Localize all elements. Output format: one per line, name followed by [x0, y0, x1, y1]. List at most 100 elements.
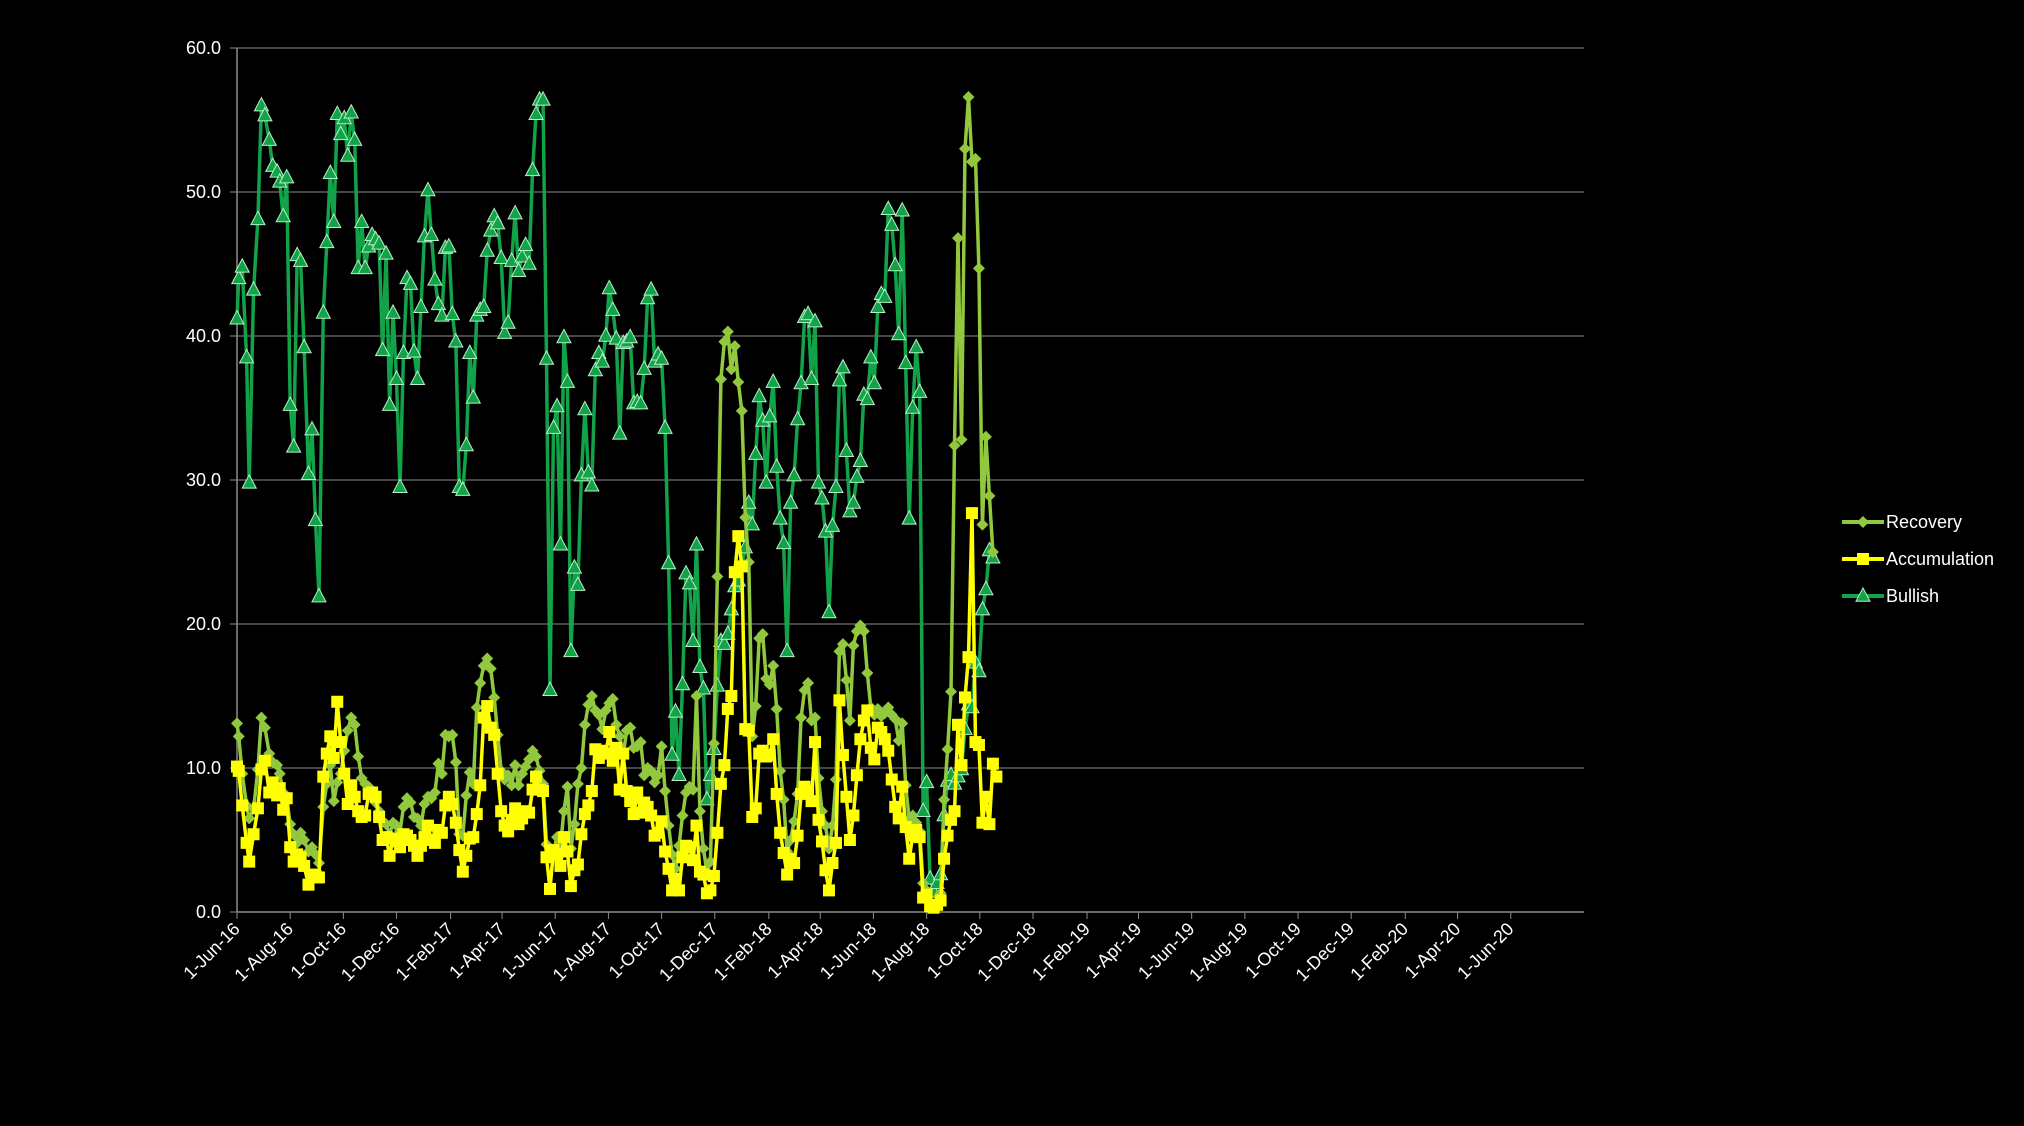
- data-point-accumulation: [394, 841, 407, 854]
- legend-swatch-marker: [1857, 516, 1869, 528]
- data-point-bullish: [381, 395, 398, 411]
- data-point-bullish: [810, 473, 827, 489]
- data-point-accumulation: [243, 855, 256, 868]
- data-point-accumulation: [735, 560, 748, 573]
- data-point-accumulation: [251, 802, 264, 815]
- data-point-bullish: [761, 407, 778, 423]
- data-point-bullish: [688, 535, 705, 551]
- data-point-recovery: [474, 677, 487, 690]
- data-point-bullish: [915, 802, 931, 817]
- data-point-accumulation: [662, 862, 675, 875]
- data-point-recovery: [938, 793, 951, 806]
- data-point-bullish: [556, 328, 572, 344]
- data-point-accumulation: [721, 702, 734, 715]
- data-point-accumulation: [659, 845, 672, 858]
- data-point-recovery: [840, 674, 853, 687]
- data-point-bullish: [296, 338, 312, 354]
- data-point-accumulation: [474, 779, 487, 792]
- data-point-recovery: [732, 376, 745, 389]
- data-point-recovery: [585, 690, 598, 702]
- data-point-accumulation: [990, 770, 1003, 783]
- data-point-recovery: [721, 325, 734, 338]
- y-tick-label: 30.0: [186, 470, 221, 490]
- data-point-recovery: [341, 724, 354, 737]
- data-point-recovery: [428, 786, 441, 799]
- data-point-bullish: [238, 348, 255, 364]
- legend-item-accumulation: Accumulation: [1842, 549, 1994, 569]
- data-point-recovery: [243, 812, 256, 825]
- data-point-recovery: [809, 711, 822, 724]
- data-point-bullish: [441, 237, 457, 253]
- data-point-bullish: [542, 681, 558, 696]
- data-point-bullish: [866, 374, 883, 390]
- x-tick-label: 1-Aug-18: [867, 919, 934, 986]
- data-point-bullish: [570, 575, 586, 591]
- data-point-accumulation: [829, 836, 842, 849]
- data-point-recovery: [460, 789, 473, 802]
- data-point-recovery: [652, 769, 665, 782]
- data-point-bullish: [831, 371, 848, 387]
- data-point-bullish: [444, 305, 461, 321]
- data-point-accumulation: [965, 507, 978, 520]
- data-point-recovery: [969, 152, 982, 165]
- data-point-accumulation: [952, 718, 965, 731]
- data-point-accumulation: [530, 770, 543, 783]
- data-point-bullish: [678, 564, 694, 580]
- legend-swatch-marker: [1857, 553, 1869, 565]
- data-point-accumulation: [725, 690, 738, 702]
- data-point-accumulation: [502, 825, 515, 838]
- data-point-bullish: [430, 295, 447, 311]
- data-point-recovery: [435, 767, 448, 780]
- data-point-accumulation: [958, 691, 971, 704]
- x-tick-label: 1-Aug-19: [1185, 919, 1252, 986]
- data-point-bullish: [869, 298, 886, 313]
- data-point-accumulation: [554, 859, 567, 872]
- data-point-accumulation: [732, 530, 745, 543]
- data-point-accumulation: [460, 849, 473, 862]
- data-point-bullish: [371, 234, 387, 250]
- series-accumulation: [231, 507, 1003, 914]
- data-point-bullish: [765, 372, 782, 388]
- data-point-bullish: [454, 480, 471, 496]
- data-point-accumulation: [258, 754, 271, 767]
- data-point-recovery: [718, 335, 731, 348]
- data-point-accumulation: [435, 826, 448, 839]
- data-point-bullish: [427, 270, 443, 286]
- data-point-recovery: [892, 734, 905, 747]
- y-tick-label: 20.0: [186, 614, 221, 634]
- data-point-bullish: [563, 642, 579, 658]
- data-point-bullish: [681, 574, 698, 590]
- data-point-accumulation: [317, 770, 330, 783]
- data-point-bullish: [392, 478, 408, 493]
- data-point-bullish: [500, 313, 516, 329]
- data-point-bullish: [448, 332, 464, 348]
- x-tick-label: 1-Feb-18: [710, 919, 776, 985]
- data-point-accumulation: [543, 882, 556, 895]
- data-point-bullish: [897, 354, 914, 370]
- data-point-accumulation: [816, 835, 829, 848]
- data-point-accumulation: [802, 785, 815, 798]
- data-point-accumulation: [537, 785, 550, 798]
- data-point-accumulation: [686, 854, 699, 867]
- data-point-bullish: [423, 226, 440, 241]
- data-point-bullish: [775, 534, 792, 550]
- data-point-accumulation: [327, 751, 340, 764]
- data-point-bullish: [275, 207, 292, 223]
- data-point-bullish: [751, 387, 768, 403]
- data-point-bullish: [747, 444, 764, 460]
- data-point-recovery: [847, 639, 860, 652]
- data-point-bullish: [385, 303, 401, 319]
- data-point-bullish: [346, 131, 363, 146]
- y-tick-label: 10.0: [186, 758, 221, 778]
- data-point-accumulation: [421, 819, 434, 832]
- data-point-bullish: [507, 204, 523, 220]
- data-point-bullish: [253, 96, 270, 112]
- data-point-accumulation: [788, 857, 801, 870]
- data-point-bullish: [521, 254, 537, 270]
- data-point-accumulation: [822, 884, 835, 897]
- data-point-recovery: [655, 740, 668, 753]
- data-point-accumulation: [774, 826, 787, 839]
- data-point-bullish: [880, 200, 897, 216]
- data-point-accumulation: [348, 790, 361, 803]
